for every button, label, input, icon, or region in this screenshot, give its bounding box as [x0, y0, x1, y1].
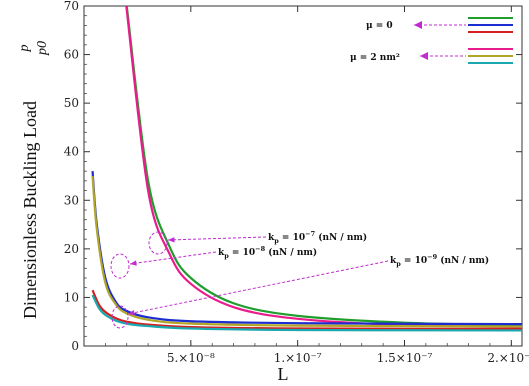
x-tick-label: 2.×10⁻⁷ — [487, 351, 529, 365]
annotation-arrowhead-3 — [128, 310, 135, 316]
annotation-arrow-3 — [127, 260, 389, 315]
annotation-part: (nN / nm) — [265, 247, 317, 258]
annotation-part: p — [224, 252, 229, 260]
annotation-part: = 10 — [229, 248, 255, 258]
y-axis-fraction-numerator: p — [17, 45, 32, 53]
annotation-arrow-2 — [129, 251, 217, 265]
annotation-ellipse-2 — [110, 253, 130, 279]
y-tick-label: 0 — [71, 339, 79, 353]
y-tick-label: 60 — [64, 48, 79, 62]
series-line-2 — [125, 6, 522, 329]
series-line-5 — [91, 289, 522, 331]
y-tick-label: 30 — [64, 193, 79, 207]
legend-arrowhead-mu0 — [414, 21, 422, 29]
annotation-ellipse-3 — [111, 305, 129, 329]
series-line-4 — [91, 175, 522, 328]
series-line-1 — [125, 6, 522, 327]
annotation-arrowhead-1 — [168, 237, 175, 243]
annotation-part: p — [396, 260, 401, 268]
annotation-part: −8 — [255, 245, 265, 253]
annotation-part: k — [218, 248, 225, 258]
plot-frame: 0 10 20 30 40 50 60 70 5.×10⁻⁸ 1.×10⁻⁷ 1.5×10⁻⁷ 2.×… — [64, 0, 529, 365]
annotation-kp-2: kp = 10−8 (nN / nm) — [218, 245, 317, 260]
annotation-part: k — [268, 233, 275, 243]
annotation-kp-3: kp = 10−9 (nN / nm) — [390, 253, 489, 268]
annotation-ellipse-1 — [148, 231, 168, 255]
annotations: kp = 10−7 (nN / nm)kp = 10−8 (nN / nm)kp… — [110, 230, 489, 329]
x-axis-title: L — [278, 364, 289, 384]
annotation-part: (nN / nm) — [437, 255, 489, 266]
legend: μ = 0 μ = 2 nm² — [350, 17, 513, 64]
series-line-6 — [91, 294, 522, 332]
annotation-part: = 10 — [401, 256, 427, 266]
annotation-kp-1: kp = 10−7 (nN / nm) — [268, 230, 367, 245]
y-axis-title-group: Dimensionless Buckling Load p p0 — [17, 41, 50, 319]
annotation-part: −7 — [305, 230, 315, 238]
y-tick-label: 70 — [64, 0, 79, 13]
annotation-part: = 10 — [279, 233, 305, 243]
y-tick-label: 20 — [64, 242, 79, 256]
y-tick-label: 10 — [64, 290, 79, 304]
annotation-part: (nN / nm) — [315, 232, 367, 243]
y-tick-label: 50 — [64, 96, 79, 110]
annotation-arrowhead-2 — [130, 260, 137, 266]
legend-label-mu2: μ = 2 nm² — [350, 53, 400, 63]
y-tick-label: 40 — [64, 145, 79, 159]
x-tick-label: 1.×10⁻⁷ — [274, 351, 322, 365]
x-tick-label: 5.×10⁻⁸ — [167, 351, 215, 365]
series-layer — [91, 6, 522, 332]
annotation-part: k — [390, 256, 397, 266]
y-axis-fraction-denominator: p0 — [35, 41, 50, 56]
y-axis-title: Dimensionless Buckling Load — [20, 101, 40, 319]
annotation-arrow-1 — [167, 236, 267, 241]
legend-label-mu0: μ = 0 — [366, 21, 393, 31]
x-tick-label: 1.5×10⁻⁷ — [377, 351, 433, 365]
annotation-part: −9 — [427, 253, 437, 261]
annotation-part: p — [274, 237, 279, 245]
plot-border — [83, 5, 523, 347]
legend-arrowhead-mu2 — [420, 52, 428, 60]
